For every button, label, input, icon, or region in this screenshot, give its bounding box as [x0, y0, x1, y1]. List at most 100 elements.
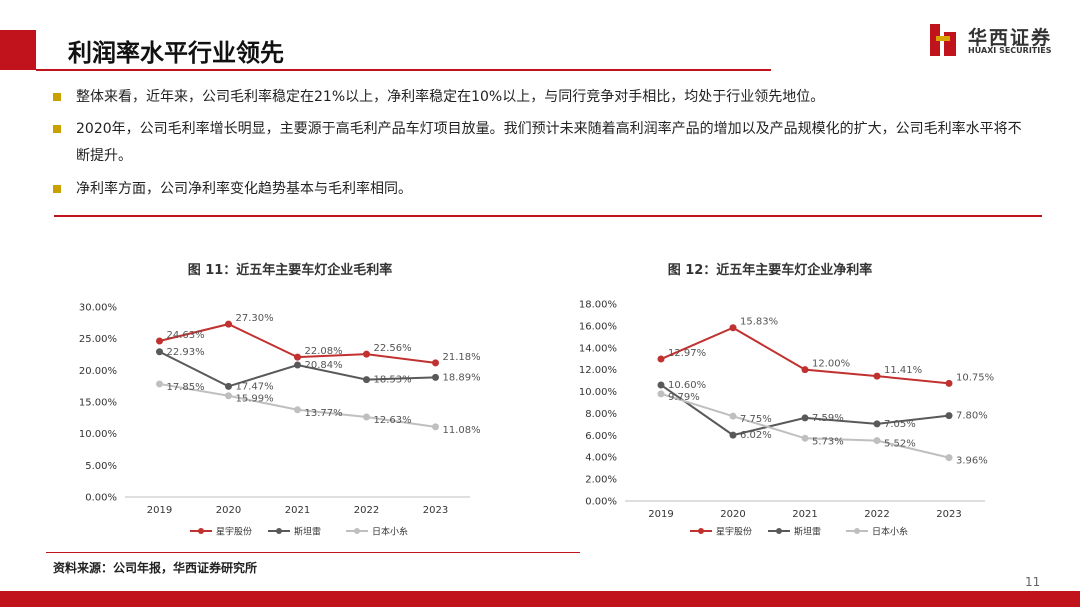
- chart-title: 图 12：近五年主要车灯企业净利率: [668, 262, 873, 278]
- y-tick-label: 15.00%: [79, 398, 117, 409]
- data-label: 9.79%: [668, 392, 700, 403]
- data-label: 7.05%: [884, 419, 916, 430]
- data-point: [657, 381, 665, 389]
- data-label: 27.30%: [236, 313, 274, 324]
- legend-label: 斯坦雷: [294, 526, 321, 538]
- bullet: 整体来看，近年来，公司毛利率稳定在21%以上，净利率稳定在10%以上，与同行竞争…: [76, 89, 825, 105]
- y-tick-label: 18.00%: [579, 300, 617, 311]
- x-tick-label: 2020: [720, 509, 745, 520]
- legend-label: 日本小糸: [372, 526, 408, 538]
- data-label: 6.02%: [740, 430, 772, 441]
- data-point: [801, 414, 809, 422]
- data-label: 22.08%: [305, 346, 343, 357]
- data-label: 12.97%: [668, 348, 706, 359]
- data-label: 12.63%: [374, 415, 412, 426]
- y-tick-label: 14.00%: [579, 343, 617, 354]
- x-tick-label: 2021: [792, 509, 817, 520]
- data-label: 5.73%: [812, 436, 844, 447]
- data-point: [294, 361, 301, 369]
- data-point: [801, 366, 809, 374]
- data-label: 5.52%: [884, 439, 916, 450]
- data-label: 15.99%: [236, 394, 274, 405]
- x-tick-label: 2022: [864, 509, 889, 520]
- legend-label: 星宇股份: [716, 526, 752, 538]
- data-label: 20.84%: [305, 360, 343, 371]
- data-point: [156, 348, 163, 356]
- y-tick-label: 16.00%: [579, 321, 617, 332]
- y-tick-label: 30.00%: [79, 303, 117, 314]
- data-label: 11.41%: [884, 365, 922, 376]
- data-point: [873, 420, 881, 428]
- slide-title: 利润率水平行业领先: [68, 39, 284, 67]
- data-point: [657, 355, 665, 363]
- data-label: 18.53%: [374, 375, 412, 386]
- data-label: 18.89%: [443, 372, 481, 383]
- y-tick-label: 5.00%: [85, 461, 117, 472]
- data-point: [363, 350, 370, 358]
- legend-marker: [698, 528, 704, 534]
- y-tick-label: 0.00%: [85, 493, 117, 504]
- x-tick-label: 2023: [936, 509, 961, 520]
- data-point: [729, 431, 737, 439]
- data-label: 7.75%: [740, 414, 772, 425]
- data-point: [294, 406, 301, 414]
- title-rule: [36, 69, 771, 71]
- data-label: 11.08%: [443, 425, 481, 436]
- data-point: [945, 454, 953, 462]
- data-label: 10.75%: [956, 372, 994, 383]
- data-label: 22.93%: [167, 347, 205, 358]
- legend-label: 日本小糸: [872, 526, 908, 538]
- y-tick-label: 10.00%: [579, 387, 617, 398]
- title-block: [0, 30, 36, 70]
- data-point: [294, 353, 301, 361]
- data-label: 21.18%: [443, 352, 481, 363]
- data-point: [945, 412, 953, 420]
- page-number: 11: [1025, 575, 1041, 589]
- data-label: 7.80%: [956, 411, 988, 422]
- legend-marker: [354, 528, 360, 534]
- x-tick-label: 2020: [216, 505, 241, 516]
- data-point: [729, 324, 737, 332]
- legend-marker: [776, 528, 782, 534]
- y-tick-label: 10.00%: [79, 429, 117, 440]
- x-tick-label: 2019: [648, 509, 673, 520]
- y-tick-label: 20.00%: [79, 366, 117, 377]
- bullet-marker: [53, 93, 61, 101]
- data-point: [225, 382, 232, 390]
- data-label: 10.60%: [668, 380, 706, 391]
- y-tick-label: 6.00%: [585, 431, 617, 442]
- bullet: 2020年，公司毛利率增长明显，主要源于高毛利产品车灯项目放量。我们预计未来随着…: [76, 121, 1022, 164]
- data-label: 7.59%: [812, 413, 844, 424]
- data-point: [873, 372, 881, 380]
- x-tick-label: 2021: [285, 505, 310, 516]
- data-point: [363, 376, 370, 384]
- data-point: [225, 320, 232, 328]
- y-tick-label: 25.00%: [79, 334, 117, 345]
- data-point: [657, 390, 665, 398]
- data-label: 13.77%: [305, 408, 343, 419]
- logo-text: 华西证券: [968, 27, 1053, 49]
- data-label: 17.47%: [236, 381, 274, 392]
- data-point: [156, 337, 163, 345]
- legend-label: 斯坦雷: [794, 526, 821, 538]
- bullet-marker: [53, 185, 61, 193]
- data-point: [432, 359, 439, 367]
- data-point: [873, 437, 881, 445]
- data-label: 12.00%: [812, 359, 850, 370]
- source: 资料来源：公司年报，华西证券研究所: [53, 561, 258, 575]
- logo-mark: [930, 24, 960, 56]
- data-point: [225, 392, 232, 400]
- x-tick-label: 2022: [354, 505, 379, 516]
- section-rule: [54, 215, 1042, 217]
- data-point: [156, 380, 163, 388]
- data-point: [945, 379, 953, 387]
- source-rule: [46, 552, 580, 553]
- bullet: 净利率方面，公司净利率变化趋势基本与毛利率相同。: [76, 181, 412, 197]
- legend-marker: [276, 528, 282, 534]
- y-tick-label: 0.00%: [585, 497, 617, 508]
- data-label: 17.85%: [167, 382, 205, 393]
- data-point: [432, 423, 439, 431]
- bullet-marker: [53, 125, 61, 133]
- x-tick-label: 2023: [423, 505, 448, 516]
